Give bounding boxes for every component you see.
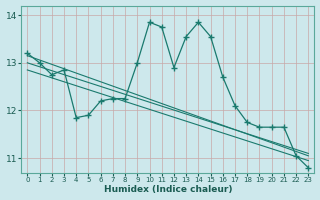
X-axis label: Humidex (Indice chaleur): Humidex (Indice chaleur) [104,185,232,194]
